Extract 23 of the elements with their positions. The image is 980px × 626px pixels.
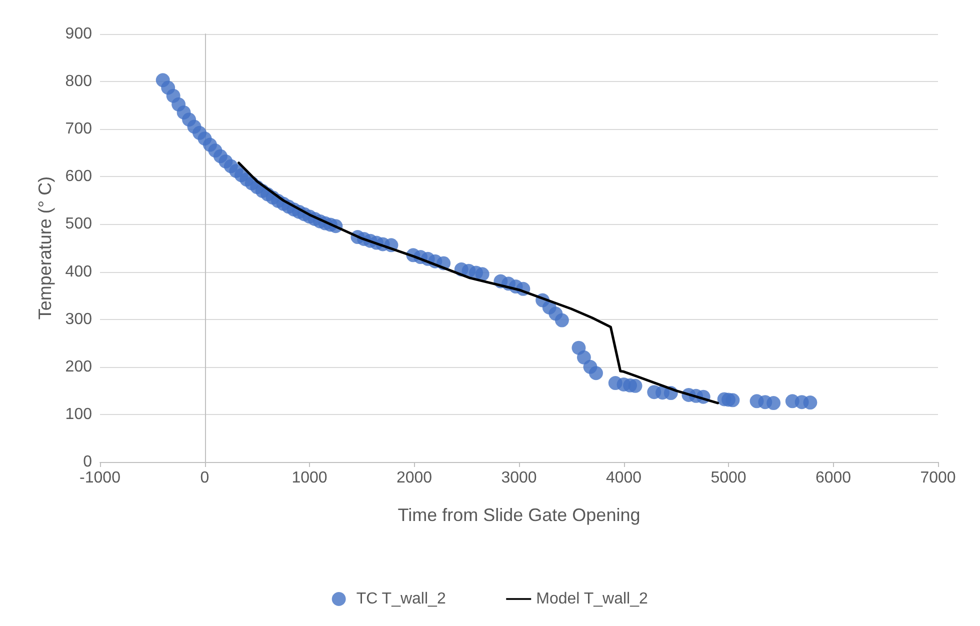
y-tick-label: 500	[65, 216, 92, 233]
y-tick-label: 100	[65, 406, 92, 423]
x-tick-label: 1000	[292, 470, 328, 486]
x-tick-label: 2000	[396, 470, 432, 486]
y-tick-label: 200	[65, 358, 92, 376]
x-tick-label: 5000	[710, 470, 746, 486]
x-tick-label: 0	[200, 470, 210, 486]
x-tick-label: -1000	[80, 470, 121, 486]
legend-label: TC T_wall_2	[356, 590, 446, 608]
y-axis-title: Temperature (° C)	[35, 176, 55, 320]
y-tick-label: 0	[83, 454, 92, 470]
y-tick-label: 400	[65, 263, 92, 280]
y-tick-label: 900	[65, 26, 92, 42]
x-tick-label: 4000	[606, 470, 642, 486]
x-tick-label: 6000	[815, 470, 852, 486]
y-tick-label: 700	[65, 120, 92, 138]
x-tick-label: 3000	[501, 470, 537, 486]
legend-label: Model T_wall_2	[536, 590, 648, 608]
x-tick-label: 7000	[920, 470, 956, 486]
y-tick-label: 800	[65, 73, 92, 90]
y-tick-label: 600	[65, 168, 92, 186]
y-tick-label: 300	[65, 310, 92, 328]
x-axis-title: Time from Slide Gate Opening	[398, 505, 640, 525]
